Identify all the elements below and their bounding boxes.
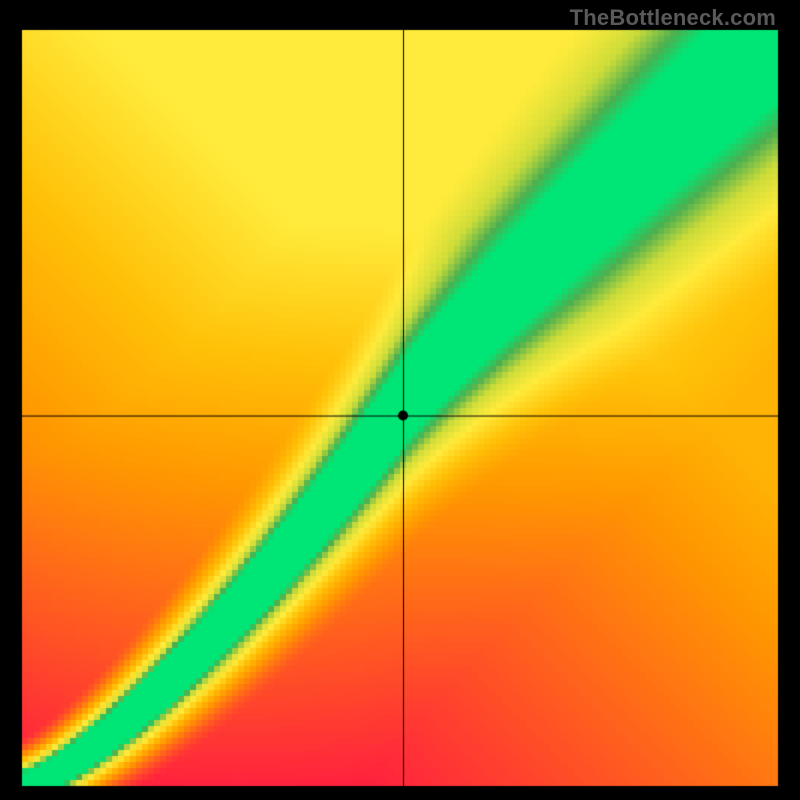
bottleneck-heatmap-canvas <box>0 0 800 800</box>
watermark-text: TheBottleneck.com <box>570 5 776 31</box>
chart-container: TheBottleneck.com <box>0 0 800 800</box>
